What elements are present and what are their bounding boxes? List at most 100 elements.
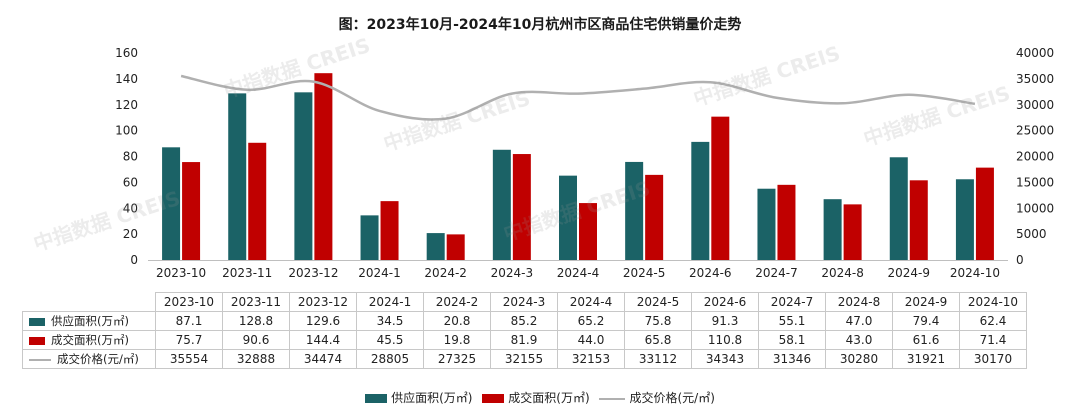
legend-item-supply: 供应面积(万㎡) xyxy=(365,389,472,406)
supply-bar xyxy=(625,161,644,260)
y-right-tick-label: 15000 xyxy=(1016,175,1054,189)
x-tick-label: 2023-12 xyxy=(288,266,338,280)
sales-bar xyxy=(909,180,928,260)
y-left-tick-label: 20 xyxy=(123,227,138,241)
table-cell: 20.8 xyxy=(423,311,491,331)
sales-bar xyxy=(777,184,796,260)
legend-item-price: 成交价格(元/㎡) xyxy=(599,389,715,406)
table-cell: 91.3 xyxy=(691,311,759,331)
y-right-tick-label: 40000 xyxy=(1016,46,1054,60)
x-tick-label: 2024-4 xyxy=(557,266,600,280)
table-cell: 32155 xyxy=(490,349,558,369)
table-cell: 55.1 xyxy=(758,311,826,331)
table-cell: 30280 xyxy=(825,349,893,369)
table-row-label: 成交面积(万㎡) xyxy=(22,330,156,350)
x-tick-label: 2024-7 xyxy=(755,266,798,280)
table-cell: 47.0 xyxy=(825,311,893,331)
table-column-header: 2023-12 xyxy=(289,292,357,312)
sales-bar xyxy=(182,162,201,260)
x-tick-label: 2024-8 xyxy=(821,266,864,280)
table-cell: 44.0 xyxy=(557,330,625,350)
supply-bar xyxy=(955,179,974,260)
chart-plot: 0 20 40 60 80 100 120 140 160 0 5000 10000 15000 2000… xyxy=(115,46,1054,280)
table-cell: 35554 xyxy=(155,349,223,369)
x-tick-label: 2023-10 xyxy=(156,266,206,280)
supply-bar xyxy=(360,215,379,260)
table-cell: 90.6 xyxy=(222,330,290,350)
table-column-header: 2023-11 xyxy=(222,292,290,312)
x-tick-label: 2024-3 xyxy=(491,266,534,280)
supply-bar xyxy=(426,233,445,260)
table-column-header: 2024-3 xyxy=(490,292,558,312)
price-line xyxy=(180,74,976,121)
supply-bar xyxy=(294,92,313,260)
table-cell: 87.1 xyxy=(155,311,223,331)
supply-bar xyxy=(757,188,776,260)
sales-swatch xyxy=(29,336,45,345)
sales-bar xyxy=(975,167,994,260)
table-column-header: 2024-5 xyxy=(624,292,692,312)
table-cell: 62.4 xyxy=(959,311,1027,331)
legend-supply-swatch xyxy=(365,394,388,403)
table-cell: 45.5 xyxy=(356,330,424,350)
price-swatch xyxy=(29,358,51,361)
table-cell: 28805 xyxy=(356,349,424,369)
table-cell: 58.1 xyxy=(758,330,826,350)
y-right-tick-label: 35000 xyxy=(1016,72,1054,86)
table-column-header: 2024-1 xyxy=(356,292,424,312)
x-tick-label: 2024-10 xyxy=(950,266,1000,280)
table-cell: 31346 xyxy=(758,349,826,369)
table-column-header: 2024-8 xyxy=(825,292,893,312)
table-cell: 34474 xyxy=(289,349,357,369)
x-tick-label: 2023-11 xyxy=(222,266,272,280)
table-cell: 85.2 xyxy=(490,311,558,331)
legend-price-swatch xyxy=(599,397,626,400)
x-tick-label: 2024-1 xyxy=(358,266,401,280)
sales-bar xyxy=(512,154,531,260)
data-table: 2023-10 2023-11 2023-12 2024-1 2024-2 2024-3 2… xyxy=(22,292,1027,369)
table-cell: 71.4 xyxy=(959,330,1027,350)
supply-bar xyxy=(162,147,181,260)
x-tick-label: 2024-2 xyxy=(424,266,467,280)
table-column-header: 2024-6 xyxy=(691,292,759,312)
y-left-tick-label: 60 xyxy=(123,175,138,189)
supply-bar xyxy=(823,199,842,260)
table-column-header: 2023-10 xyxy=(155,292,223,312)
table-cell: 75.8 xyxy=(624,311,692,331)
table-cell: 43.0 xyxy=(825,330,893,350)
table-cell: 79.4 xyxy=(892,311,960,331)
chart-legend: 供应面积(万㎡) 成交面积(万㎡) 成交价格(元/㎡) xyxy=(0,389,1080,406)
supply-bar xyxy=(228,93,247,261)
table-cell: 32888 xyxy=(222,349,290,369)
table-header-row: 2023-10 2023-11 2023-12 2024-1 2024-2 2024-3 2… xyxy=(23,292,1027,312)
table-column-header: 2024-7 xyxy=(758,292,826,312)
sales-bar xyxy=(446,234,465,260)
y-left-tick-label: 0 xyxy=(130,253,138,267)
table-cell: 65.2 xyxy=(557,311,625,331)
sales-bar xyxy=(645,174,664,260)
table-cell: 61.6 xyxy=(892,330,960,350)
table-cell: 19.8 xyxy=(423,330,491,350)
sales-bar xyxy=(248,142,267,260)
table-row-price: 成交价格(元/㎡) 35554 32888 34474 28805 27325 32155… xyxy=(22,349,1027,369)
table-row-supply: 供应面积(万㎡) 87.1 128.8 129.6 34.5 20.8 85.2 65.2 7… xyxy=(22,311,1027,331)
supply-bar xyxy=(492,149,511,260)
sales-bar xyxy=(843,204,862,260)
table-cell: 34.5 xyxy=(356,311,424,331)
table-cell: 75.7 xyxy=(155,330,223,350)
y-left-tick-label: 100 xyxy=(115,124,138,138)
x-tick-label: 2024-9 xyxy=(888,266,931,280)
legend-sales-swatch xyxy=(482,394,505,403)
table-cell: 34343 xyxy=(691,349,759,369)
table-cell: 27325 xyxy=(423,349,491,369)
y-right-tick-label: 0 xyxy=(1016,253,1024,267)
table-cell: 128.8 xyxy=(222,311,290,331)
table-cell: 31921 xyxy=(892,349,960,369)
x-tick-label: 2024-6 xyxy=(689,266,732,280)
y-left-tick-label: 80 xyxy=(123,150,138,164)
table-column-header: 2024-4 xyxy=(557,292,625,312)
y-right-tick-label: 5000 xyxy=(1016,227,1047,241)
table-cell: 110.8 xyxy=(691,330,759,350)
table-cell: 144.4 xyxy=(289,330,357,350)
y-left-tick-label: 120 xyxy=(115,98,138,112)
